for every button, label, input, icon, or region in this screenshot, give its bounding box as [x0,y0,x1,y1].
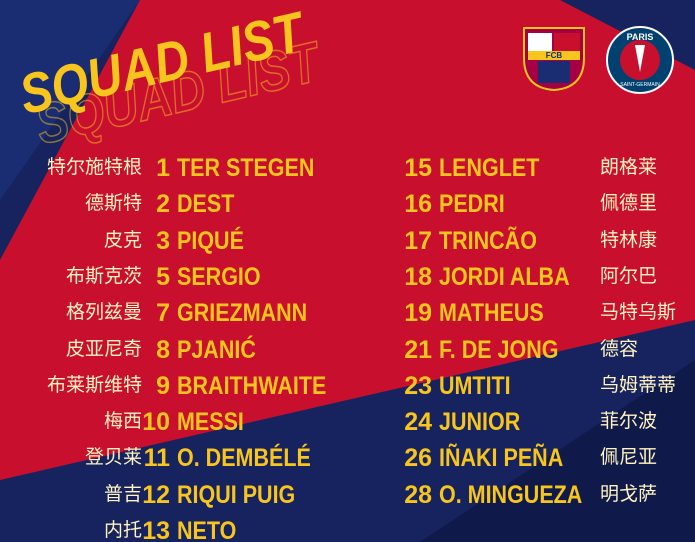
chinese-name: 朗格莱 [600,157,658,178]
player-name: NETO [177,517,237,542]
player-name: PIQUÉ [177,226,244,255]
player-name: BRAITHWAITE [177,371,327,400]
psg-logo: PARIS SAINT-GERMAIN [606,26,674,94]
chinese-name: 菲尔波 [600,411,658,433]
chinese-name: 佩德里 [600,193,658,215]
chinese-name: 皮克 [103,229,142,251]
shirt-number: 12 [142,480,170,509]
shirt-number: 2 [156,190,170,219]
player-name: GRIEZMANN [177,299,308,328]
player-name: TER STEGEN [177,154,315,182]
chinese-name: 梅西 [103,411,142,433]
shirt-number: 11 [143,444,170,473]
shirt-number: 26 [404,444,432,473]
player-name: F. DE JONG [439,335,559,364]
chinese-name: 内托 [103,520,142,541]
chinese-name: 德斯特 [84,193,142,215]
shirt-number: 17 [404,226,432,255]
shirt-number: 5 [156,262,170,291]
player-name: JORDI ALBA [439,262,570,291]
shirt-number: 19 [404,299,432,328]
shirt-number: 3 [156,226,170,255]
chinese-name: 特林康 [600,229,658,251]
player-name: DEST [177,190,235,219]
fcb-logo: FCB [523,27,585,92]
player-name: MESSI [177,408,244,437]
shirt-number: 7 [156,299,170,328]
player-name: JUNIOR [439,408,521,437]
chinese-name: 登贝莱 [84,447,142,469]
shirt-number: 28 [404,480,432,509]
player-name: IÑAKI PEÑA [439,444,564,473]
shirt-number: 21 [404,335,432,364]
fcb-text: FCB [546,51,563,60]
chinese-name: 布斯克茨 [65,265,142,287]
dark-corner [420,360,695,542]
shirt-number: 13 [142,517,170,542]
player-name: PJANIĆ [177,335,256,364]
chinese-name: 马特乌斯 [600,302,677,324]
chinese-name: 明戈萨 [600,483,658,505]
shirt-number: 18 [404,262,432,291]
chinese-name: 阿尔巴 [600,265,658,287]
chinese-name: 乌姆蒂蒂 [600,374,677,396]
player-name: RIQUI PUIG [177,480,296,509]
shirt-number: 24 [404,408,432,437]
shirt-number: 15 [404,154,432,182]
psg-subtext: SAINT-GERMAIN [620,82,660,88]
psg-text: PARIS [627,32,654,42]
player-name: SERGIO [177,262,261,291]
player-name: PEDRI [439,190,505,219]
chinese-name: 普吉 [103,483,142,505]
blue-corner [0,0,140,200]
chinese-name: 佩尼亚 [600,447,658,469]
chinese-name: 布莱斯维特 [46,374,142,396]
shirt-number: 1 [156,154,170,182]
chinese-name: 格列兹曼 [65,302,142,324]
chinese-name: 特尔施特根 [46,157,142,178]
player-name: MATHEUS [439,299,544,328]
shirt-number: 9 [156,371,170,400]
player-name: LENGLET [439,154,540,182]
player-name: UMTITI [439,371,511,400]
shirt-number: 16 [404,190,432,219]
shirt-number: 10 [142,408,170,437]
shirt-number: 8 [156,335,170,364]
player-name: O. MINGUEZA [439,480,583,509]
player-name: O. DEMBÉLÉ [177,444,311,473]
chinese-name: 皮亚尼奇 [65,338,142,360]
red-band [0,0,695,480]
shirt-number: 23 [404,371,432,400]
player-name: TRINCÃO [439,226,537,255]
chinese-name: 德容 [600,338,639,360]
